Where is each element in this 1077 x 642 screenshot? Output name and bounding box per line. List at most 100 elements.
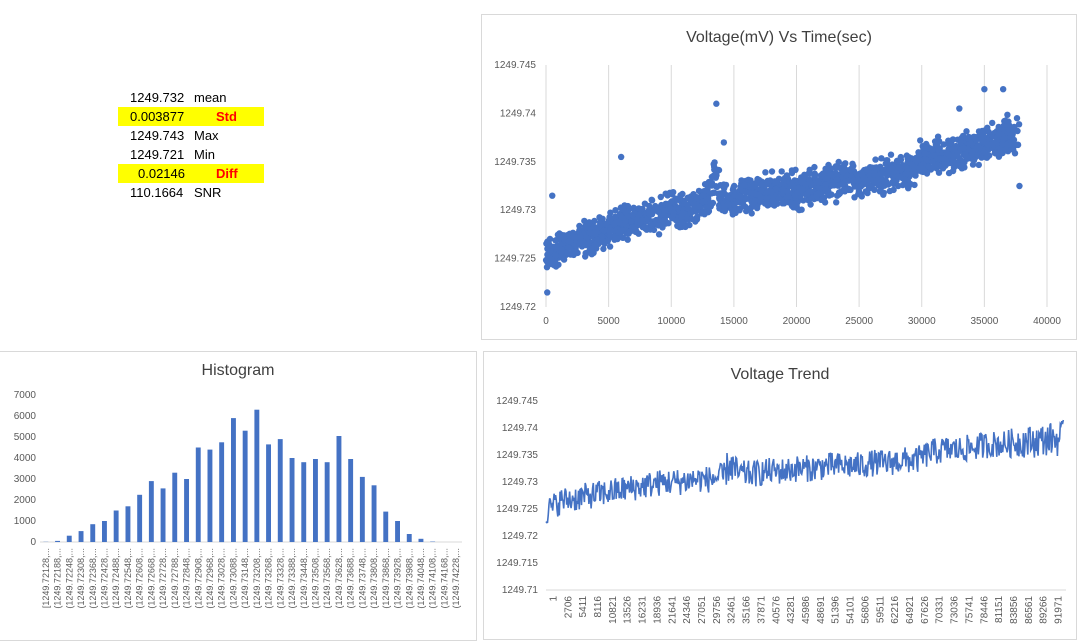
scatter-point — [649, 197, 655, 203]
scatter-point — [747, 177, 753, 183]
scatter-point — [597, 222, 603, 228]
scatter-point — [856, 191, 862, 197]
scatter-point — [815, 179, 821, 185]
scatter-point — [706, 208, 712, 214]
scatter-point — [772, 179, 778, 185]
y-tick-label: 1249.72 — [500, 302, 537, 313]
scatter-point — [867, 164, 873, 170]
scatter-point — [681, 200, 687, 206]
scatter-point — [963, 128, 969, 134]
histogram-bar — [348, 459, 353, 542]
scatter-point — [976, 162, 982, 168]
x-tick-label: (1249.72428,... — [100, 548, 110, 609]
scatter-point — [605, 238, 611, 244]
histogram-bar — [395, 521, 400, 542]
x-tick-label: 15000 — [720, 316, 748, 327]
scatter-point — [820, 171, 826, 177]
scatter-point — [799, 186, 805, 192]
histogram-bar — [196, 448, 201, 543]
stat-row-min: 1249.721 Min — [118, 145, 264, 164]
scatter-point — [883, 172, 889, 178]
scatter-point — [753, 191, 759, 197]
x-tick-label: (1249.73868,... — [381, 548, 391, 609]
y-tick-label: 1249.735 — [494, 157, 536, 168]
scatter-point — [764, 178, 770, 184]
scatter-point — [654, 207, 660, 213]
x-tick-label: (1249.72968,... — [205, 548, 215, 609]
x-tick-label: (1249.73388,... — [287, 548, 297, 609]
histogram-bar — [208, 450, 213, 542]
histogram-bar — [219, 442, 224, 542]
histogram-bar — [266, 444, 271, 542]
scatter-point — [639, 217, 645, 223]
stat-row-std: 0.003877 Std — [118, 107, 264, 126]
y-tick-label: 2000 — [14, 495, 37, 506]
scatter-point — [951, 146, 957, 152]
scatter-point — [822, 186, 828, 192]
x-tick-label: (1249.72368,... — [88, 548, 98, 609]
x-tick-label: 83856 — [1009, 596, 1020, 624]
x-tick-label: 51396 — [831, 596, 842, 624]
scatter-point — [682, 224, 688, 230]
scatter-point — [902, 163, 908, 169]
scatter-point — [721, 189, 727, 195]
scatter-point — [833, 199, 839, 205]
x-tick-label: 21641 — [667, 596, 678, 624]
histogram-bar — [55, 541, 60, 542]
histogram-bar — [184, 479, 189, 542]
scatter-point — [784, 172, 790, 178]
scatter-point — [1004, 112, 1010, 118]
scatter-point — [669, 191, 675, 197]
y-tick-label: 1249.73 — [502, 477, 539, 488]
scatter-point — [658, 194, 664, 200]
x-tick-label: 24346 — [682, 596, 693, 624]
x-tick-label: (1249.73088,... — [228, 548, 238, 609]
scatter-point — [582, 223, 588, 229]
scatter-point — [701, 192, 707, 198]
y-tick-label: 1249.725 — [496, 504, 538, 515]
histogram-chart: 01000200030004000500060007000[1249.72128… — [0, 352, 478, 642]
x-tick-label: (1249.73748,... — [357, 548, 367, 609]
x-tick-label: 78446 — [979, 596, 990, 624]
scatter-point — [692, 206, 698, 212]
scatter-point — [643, 225, 649, 231]
scatter-point — [815, 190, 821, 196]
x-tick-label: 0 — [543, 316, 549, 327]
scatter-point — [622, 218, 628, 224]
scatter-point — [1014, 115, 1020, 121]
x-tick-label: 37871 — [756, 596, 767, 624]
scatter-point — [625, 230, 631, 236]
scatter-point — [918, 165, 924, 171]
stat-label: SNR — [194, 183, 221, 202]
stat-label: Std — [216, 107, 237, 126]
x-tick-label: (1249.74228,... — [451, 548, 461, 609]
scatter-point — [576, 223, 582, 229]
y-tick-label: 4000 — [14, 453, 37, 464]
scatter-point — [986, 152, 992, 158]
y-tick-label: 1249.74 — [500, 108, 537, 119]
scatter-point — [964, 154, 970, 160]
stat-value: 1249.743 — [130, 126, 184, 145]
scatter-point — [716, 196, 722, 202]
scatter-point — [922, 150, 928, 156]
scatter-point — [897, 174, 903, 180]
y-tick-label: 1249.735 — [496, 450, 538, 461]
scatter-point — [855, 177, 861, 183]
scatter-point — [971, 134, 977, 140]
scatter-point — [741, 203, 747, 209]
histogram-bar — [90, 524, 95, 542]
x-tick-label: 35166 — [742, 596, 753, 624]
scatter-point — [721, 204, 727, 210]
histogram-bar — [243, 431, 248, 542]
histogram-bar — [313, 459, 318, 542]
scatter-point — [807, 179, 813, 185]
y-tick-label: 1249.72 — [502, 531, 539, 542]
stat-label: Max — [194, 126, 219, 145]
scatter-point — [984, 125, 990, 131]
scatter-point — [1011, 137, 1017, 143]
histogram-bar — [301, 462, 306, 542]
